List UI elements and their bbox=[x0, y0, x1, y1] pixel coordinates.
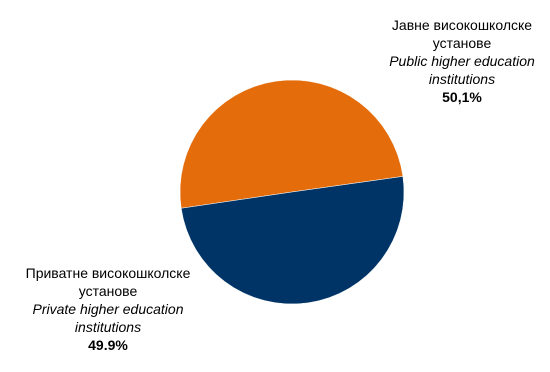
pie-slices bbox=[179, 79, 405, 305]
slice-label-public-sr: Јавне високошколске установе bbox=[391, 17, 533, 51]
slice-label-private-sr: Приватне високошколске установе bbox=[25, 265, 191, 299]
slice-label-public-en: Public higher education institutions bbox=[389, 53, 535, 87]
slice-value-public: 50,1% bbox=[442, 89, 482, 105]
slice-label-private: Приватне високошколске установе Private … bbox=[4, 264, 212, 354]
slice-label-private-en: Private higher education institutions bbox=[32, 301, 184, 335]
pie-slice-private bbox=[180, 176, 405, 305]
slice-value-private: 49.9% bbox=[88, 337, 128, 353]
slice-label-public: Јавне високошколске установе Public high… bbox=[366, 16, 550, 106]
pie-slice-public bbox=[179, 79, 404, 209]
